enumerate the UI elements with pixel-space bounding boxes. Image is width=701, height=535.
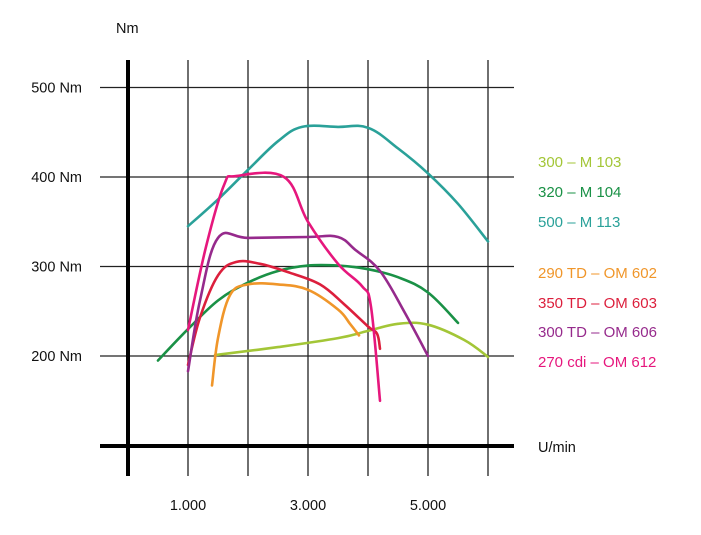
legend-entry: 290 TD – OM 602 <box>538 265 657 282</box>
x-tick-label: 3.000 <box>290 498 326 514</box>
y-tick-label: 400 Nm <box>31 170 82 186</box>
tick-labels: 1.000 3.000 5.000 200 Nm 300 Nm 400 Nm 500 Nm <box>31 81 446 515</box>
series-line <box>186 259 382 367</box>
legend-entry: 320 – M 104 <box>538 184 621 201</box>
series-line <box>210 282 361 387</box>
series-lines <box>156 124 490 403</box>
y-tick-label: 500 Nm <box>31 81 82 97</box>
series-line <box>213 321 490 359</box>
series-line <box>186 231 430 373</box>
legend: 300 – M 103 320 – M 104 500 – M 113 290 TD … <box>538 154 657 371</box>
series-line <box>186 171 382 403</box>
x-axis-label: U/min <box>538 440 576 456</box>
y-tick-label: 300 Nm <box>31 260 82 276</box>
legend-entry: 500 – M 113 <box>538 214 620 231</box>
y-tick-label: 200 Nm <box>31 349 82 365</box>
legend-entry: 300 – M 103 <box>538 154 621 171</box>
series-line <box>156 263 460 362</box>
y-axis-label: Nm <box>116 21 139 37</box>
legend-entry: 300 TD – OM 606 <box>538 324 657 341</box>
x-tick-label: 1.000 <box>170 498 206 514</box>
axes <box>100 60 514 476</box>
grid-lines <box>100 60 514 476</box>
series-line <box>186 124 490 243</box>
x-tick-label: 5.000 <box>410 498 446 514</box>
legend-entry: 270 cdi – OM 612 <box>538 354 656 371</box>
legend-entry: 350 TD – OM 603 <box>538 295 657 312</box>
